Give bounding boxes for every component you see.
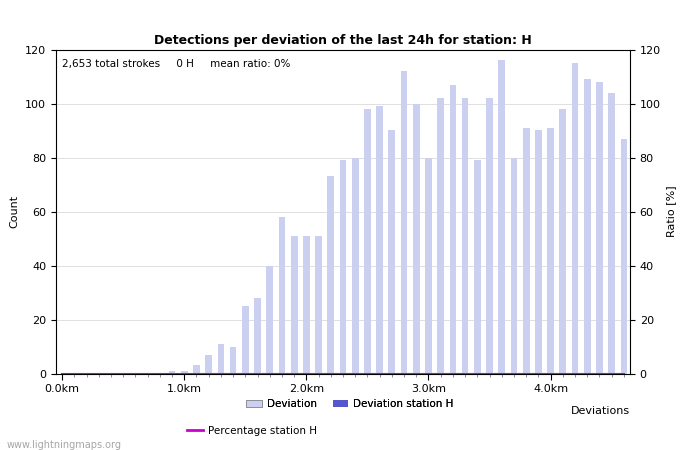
Bar: [389, 130, 396, 374]
Bar: [315, 236, 322, 374]
Bar: [340, 160, 346, 374]
Bar: [328, 176, 334, 374]
Bar: [425, 158, 432, 374]
Bar: [169, 371, 176, 373]
Bar: [608, 93, 615, 374]
Bar: [242, 306, 248, 373]
Bar: [377, 106, 383, 374]
Bar: [449, 85, 456, 374]
Y-axis label: Count: Count: [10, 195, 20, 228]
Bar: [181, 371, 188, 373]
Bar: [400, 71, 407, 374]
Y-axis label: Ratio [%]: Ratio [%]: [666, 186, 676, 237]
Bar: [510, 158, 517, 374]
Bar: [290, 236, 298, 374]
Bar: [303, 236, 309, 374]
Bar: [523, 128, 529, 374]
Bar: [438, 98, 444, 374]
Bar: [254, 298, 261, 374]
Title: Detections per deviation of the last 24h for station: H: Detections per deviation of the last 24h…: [154, 34, 532, 47]
Bar: [572, 63, 578, 374]
Bar: [547, 128, 554, 374]
Bar: [620, 139, 627, 374]
Legend: Percentage station H: Percentage station H: [183, 422, 321, 440]
Bar: [486, 98, 493, 374]
Bar: [364, 109, 371, 373]
Bar: [267, 266, 273, 374]
Legend: Deviation, Deviation station H: Deviation, Deviation station H: [242, 395, 458, 413]
Bar: [218, 344, 224, 374]
Bar: [462, 98, 468, 374]
Bar: [230, 346, 237, 374]
Bar: [559, 109, 566, 373]
Bar: [413, 104, 419, 374]
Bar: [474, 160, 481, 374]
Bar: [279, 217, 286, 374]
Bar: [352, 158, 358, 374]
Bar: [535, 130, 542, 374]
Text: 2,653 total strokes     0 H     mean ratio: 0%: 2,653 total strokes 0 H mean ratio: 0%: [62, 59, 290, 69]
Bar: [498, 60, 505, 374]
Text: Deviations: Deviations: [571, 406, 630, 416]
Text: www.lightningmaps.org: www.lightningmaps.org: [7, 440, 122, 450]
Bar: [193, 365, 199, 374]
Bar: [205, 355, 212, 374]
Bar: [596, 82, 603, 373]
Bar: [584, 79, 591, 373]
